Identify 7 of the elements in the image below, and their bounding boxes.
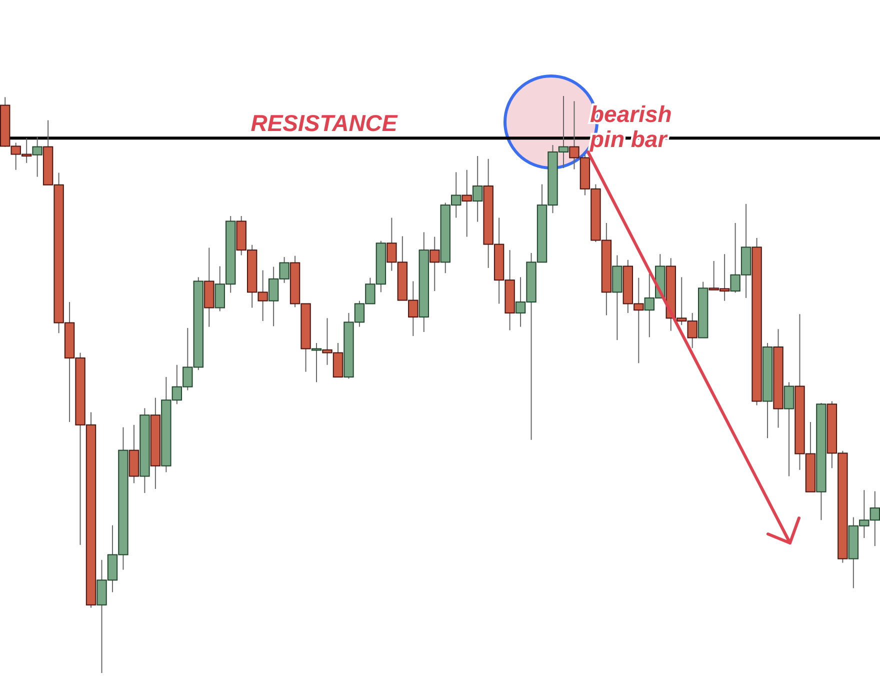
ref-line-label: RESISTANCE: [250, 110, 398, 136]
candlestick: [784, 382, 794, 477]
candlestick: [430, 236, 440, 292]
candlestick: [472, 156, 483, 222]
candlestick: [32, 136, 42, 178]
candlestick: [311, 342, 322, 383]
candlestick: [462, 169, 472, 238]
